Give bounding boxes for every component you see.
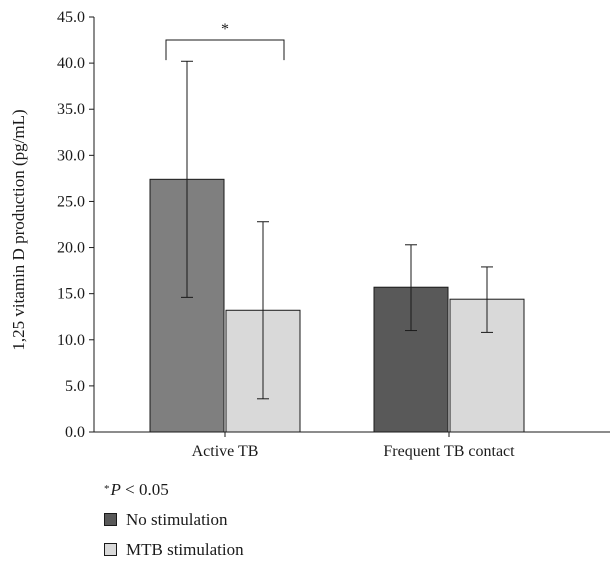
y-tick-label: 5.0 bbox=[65, 378, 85, 395]
legend-swatch-no-stimulation bbox=[104, 512, 117, 526]
x-tick-label-1: Frequent TB contact bbox=[383, 443, 515, 460]
y-tick-label: 0.0 bbox=[65, 424, 85, 441]
y-tick-label: 40.0 bbox=[57, 55, 85, 72]
p-threshold: < 0.05 bbox=[120, 479, 169, 499]
y-tick-label: 35.0 bbox=[57, 101, 85, 118]
bar-chart: 0.0 5.0 10.0 15.0 20.0 25.0 30.0 35.0 40.0 45.0 Ac… bbox=[9, 9, 610, 460]
y-tick-label: 15.0 bbox=[57, 286, 85, 303]
legend-label-mtb-stimulation: MTB stimulation bbox=[126, 539, 244, 559]
y-axis-title: 1,25 vitamin D production (pg/mL) bbox=[9, 109, 28, 350]
legend: * P < 0.05 No stimulation MTB stimulatio… bbox=[104, 474, 244, 564]
y-tick-label: 45.0 bbox=[57, 9, 85, 26]
y-tick-label: 25.0 bbox=[57, 193, 85, 210]
significance-star-marker: * bbox=[221, 21, 229, 38]
p-symbol: P bbox=[110, 479, 121, 499]
legend-swatch-mtb-stimulation bbox=[104, 542, 117, 556]
legend-item-mtb-stimulation: MTB stimulation bbox=[104, 534, 244, 564]
significance-note: * P < 0.05 bbox=[104, 474, 244, 504]
x-tick-label-0: Active TB bbox=[192, 443, 259, 460]
legend-label-no-stimulation: No stimulation bbox=[126, 509, 228, 529]
y-tick-label: 20.0 bbox=[57, 240, 85, 257]
y-tick-label: 30.0 bbox=[57, 147, 85, 164]
significance-bracket bbox=[165, 39, 285, 61]
significance-star: * bbox=[104, 482, 110, 495]
y-tick-label: 10.0 bbox=[57, 332, 85, 349]
legend-item-no-stimulation: No stimulation bbox=[104, 504, 244, 534]
